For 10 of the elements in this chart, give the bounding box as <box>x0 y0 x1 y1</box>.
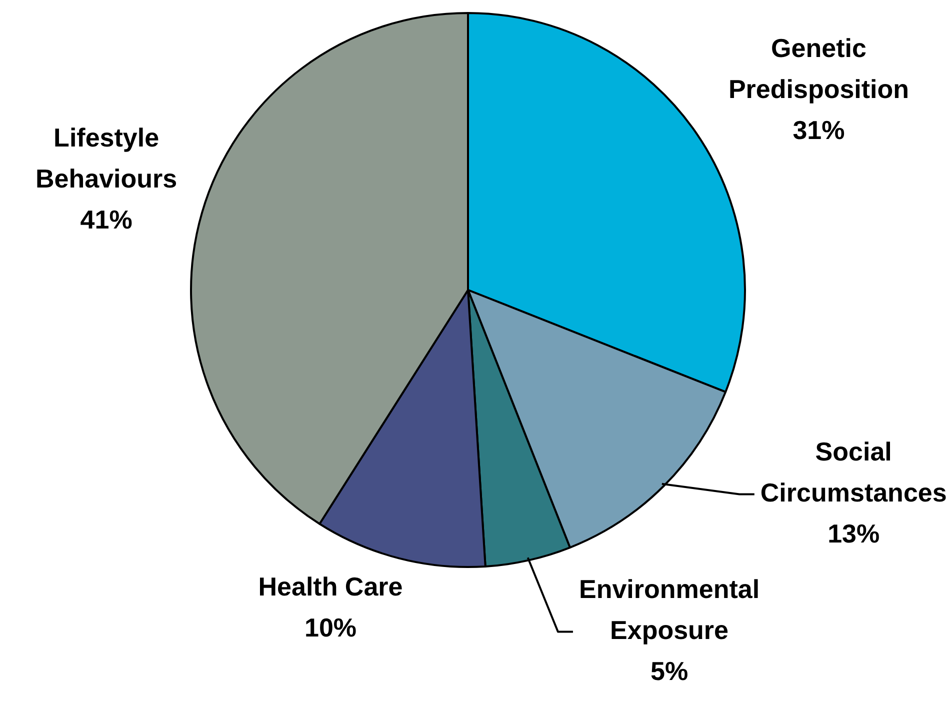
slice-label: Lifestyle Behaviours <box>36 122 178 194</box>
data-label: 5% <box>650 656 688 686</box>
data-label: 31% <box>792 114 845 145</box>
data-label: 13% <box>828 518 880 548</box>
slice-label: Social Circumstances <box>760 436 947 508</box>
data-label: 10% <box>304 612 357 643</box>
data-label: 41% <box>80 204 132 235</box>
slice-label: Genetic Predisposition <box>728 32 910 104</box>
slice-label: Environmental Exposure <box>578 574 760 645</box>
slice-label: Health Care <box>258 572 403 602</box>
